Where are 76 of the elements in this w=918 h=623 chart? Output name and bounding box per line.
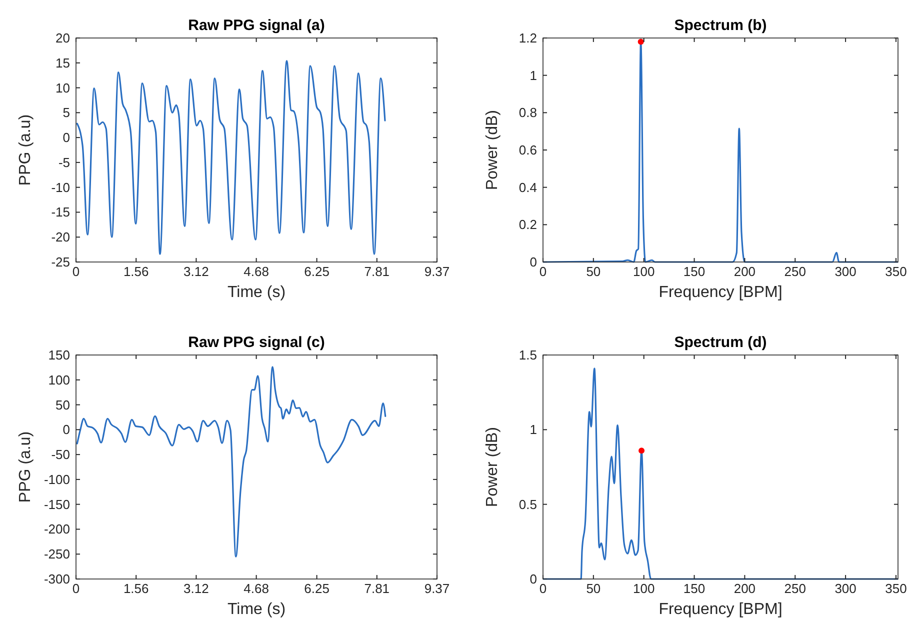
x-axis-title: Time (s) <box>227 284 286 301</box>
x-tick-label: 100 <box>633 581 655 596</box>
y-tick-label: 1.5 <box>518 348 537 362</box>
y-tick-label: 0.8 <box>518 105 537 120</box>
y-tick-label: -10 <box>51 180 70 195</box>
x-tick-label: 150 <box>683 581 706 596</box>
x-axis-title: Frequency [BPM] <box>658 284 782 301</box>
y-tick-label: 5 <box>62 105 70 120</box>
x-tick-label: 0 <box>539 264 547 279</box>
y-tick-label: -25 <box>51 254 70 270</box>
y-tick-label: 0 <box>530 572 537 586</box>
x-tick-label: 9.37 <box>424 581 450 596</box>
x-tick-label: 300 <box>834 264 856 279</box>
y-axis-title: Power (dB) <box>484 426 501 508</box>
x-tick-label: 150 <box>683 264 706 279</box>
x-tick-label: 50 <box>586 581 601 596</box>
chart-title: Raw PPG signal (a) <box>188 17 325 34</box>
y-tick-label: 0.5 <box>518 496 537 512</box>
line-series <box>543 368 898 580</box>
y-tick-label: -150 <box>44 496 70 512</box>
y-tick-label: -250 <box>44 546 70 562</box>
x-tick-label: 9.37 <box>424 264 450 279</box>
chart-title: Raw PPG signal (c) <box>188 334 325 351</box>
y-tick-label: -100 <box>44 472 70 487</box>
x-tick-label: 7.81 <box>364 581 390 596</box>
y-tick-label: -200 <box>44 522 70 537</box>
x-tick-label: 200 <box>734 581 756 596</box>
y-tick-label: 0 <box>62 422 70 438</box>
x-axis-title: Frequency [BPM] <box>658 601 782 618</box>
x-tick-label: 3.12 <box>184 264 209 279</box>
x-tick-label: 0 <box>72 264 80 279</box>
x-tick-label: 4.68 <box>244 264 269 279</box>
x-tick-label: 6.25 <box>304 264 330 279</box>
y-axis-title: PPG (a.u) <box>17 431 34 503</box>
y-tick-label: -5 <box>58 154 70 170</box>
y-tick-label: 10 <box>56 80 70 96</box>
y-tick-label: 0 <box>530 254 537 270</box>
line-series <box>76 60 386 255</box>
y-tick-label: 100 <box>48 372 70 388</box>
x-tick-label: 3.12 <box>184 581 209 596</box>
x-tick-label: 250 <box>784 581 806 596</box>
y-axis-title: PPG (a.u) <box>17 114 34 186</box>
x-tick-label: 300 <box>834 581 856 596</box>
y-axis-title: Power (dB) <box>484 110 501 190</box>
y-tick-label: -300 <box>44 572 70 586</box>
x-tick-label: 350 <box>885 581 907 596</box>
chart-title: Spectrum (b) <box>674 17 767 34</box>
y-tick-label: 0 <box>62 130 70 146</box>
line-series <box>76 366 386 558</box>
x-tick-label: 7.81 <box>364 264 390 279</box>
x-tick-label: 100 <box>633 264 655 279</box>
y-tick-label: -50 <box>51 447 70 462</box>
y-tick-label: 1 <box>530 68 537 83</box>
x-axis-title: Time (s) <box>227 601 286 618</box>
y-tick-label: -15 <box>51 204 70 220</box>
y-tick-label: 150 <box>48 348 70 362</box>
x-tick-label: 1.56 <box>123 264 149 279</box>
y-tick-label: 50 <box>56 397 70 412</box>
y-tick-label: 1 <box>530 422 537 438</box>
y-tick-label: 20 <box>56 30 70 46</box>
x-tick-label: 4.68 <box>244 581 269 596</box>
y-tick-label: -20 <box>51 230 70 245</box>
x-tick-label: 250 <box>784 264 806 279</box>
y-tick-label: 1.2 <box>518 30 537 46</box>
x-tick-label: 0 <box>539 581 547 596</box>
x-tick-label: 1.56 <box>123 581 149 596</box>
y-tick-label: 0.6 <box>518 142 537 158</box>
x-tick-label: 50 <box>586 264 601 279</box>
x-tick-label: 0 <box>72 581 80 596</box>
x-tick-label: 200 <box>734 264 756 279</box>
y-tick-label: 0.4 <box>518 180 537 195</box>
y-tick-label: 0.2 <box>518 217 537 232</box>
chart-title: Spectrum (d) <box>674 334 767 351</box>
x-tick-label: 6.25 <box>304 581 330 596</box>
y-tick-label: 15 <box>56 55 70 70</box>
x-tick-label: 350 <box>885 264 907 279</box>
